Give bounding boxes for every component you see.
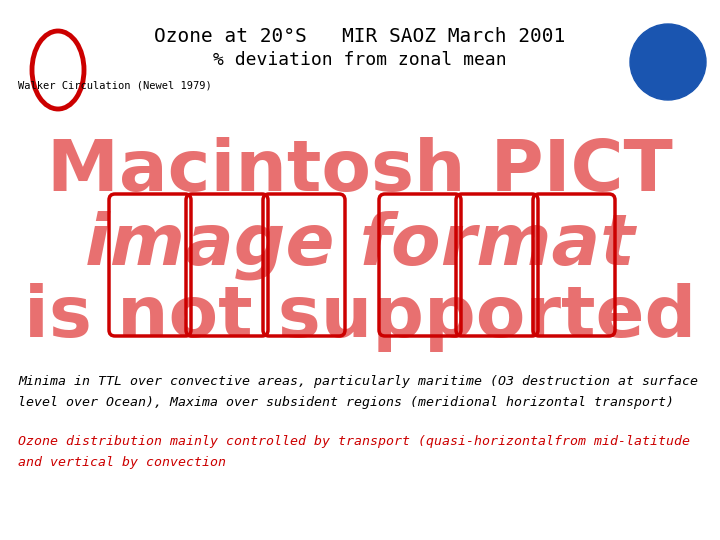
Text: is not supported: is not supported bbox=[24, 284, 696, 353]
Text: % deviation from zonal mean: % deviation from zonal mean bbox=[213, 51, 507, 69]
Text: image format: image format bbox=[85, 210, 635, 280]
Circle shape bbox=[630, 24, 706, 100]
Text: Ozone at 20°S   MIR SAOZ March 2001: Ozone at 20°S MIR SAOZ March 2001 bbox=[154, 28, 566, 46]
Circle shape bbox=[638, 32, 698, 92]
Text: Walker Circulation (Newel 1979): Walker Circulation (Newel 1979) bbox=[18, 80, 212, 90]
Circle shape bbox=[656, 50, 680, 74]
Circle shape bbox=[646, 40, 690, 84]
Text: Ozone distribution mainly controlled by transport (quasi-horizontalfrom mid-lati: Ozone distribution mainly controlled by … bbox=[18, 435, 690, 469]
Text: Macintosh PICT: Macintosh PICT bbox=[47, 138, 673, 206]
Text: Minima in TTL over convective areas, particularly maritime (O3 destruction at su: Minima in TTL over convective areas, par… bbox=[18, 375, 698, 409]
